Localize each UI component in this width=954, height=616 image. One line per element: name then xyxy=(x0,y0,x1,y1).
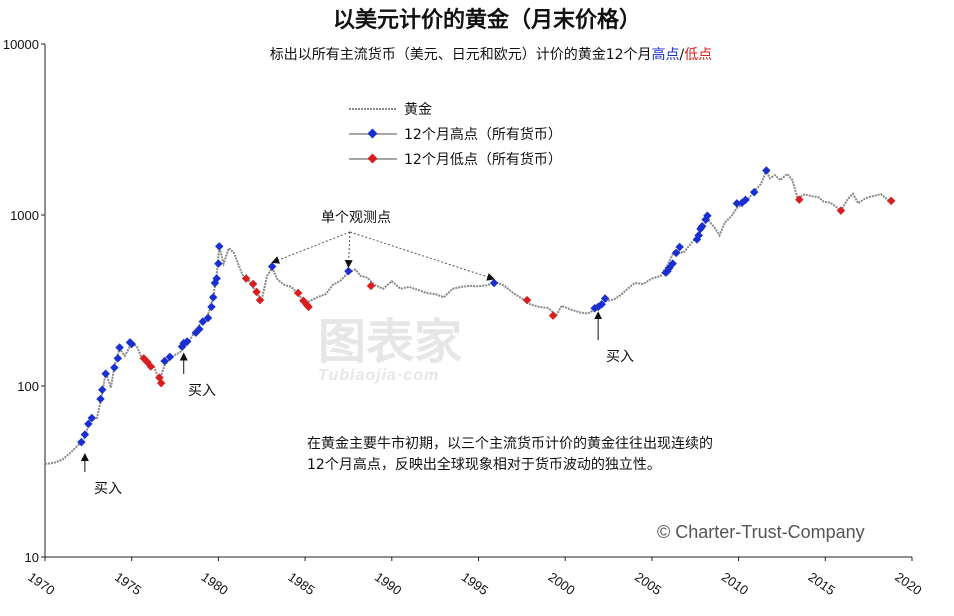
high-point-marker xyxy=(668,259,677,268)
high-point-marker xyxy=(84,419,93,429)
annotation-buy-1978: 买入 xyxy=(188,383,216,399)
high-point-marker xyxy=(80,430,90,439)
high-point-marker xyxy=(198,317,208,326)
low-point-marker xyxy=(548,311,558,320)
low-point-marker xyxy=(522,295,532,305)
high-point-marker xyxy=(182,337,192,346)
low-point-marker xyxy=(836,206,846,215)
high-point-marker xyxy=(97,385,107,395)
subtitle-slash: / xyxy=(680,47,685,63)
note-line-1: 在黄金主要牛市初期，以三个主流货币计价的黄金往往出现连续的 xyxy=(307,435,713,452)
x-ticks: 1970 1975 1980 1985 1990 1995 2000 2005 2010 2015… xyxy=(25,557,925,598)
legend-item-low: 12个月低点（所有货币） xyxy=(349,151,562,168)
copyright: © Charter-Trust-Company xyxy=(657,522,865,542)
high-point-marker xyxy=(101,369,110,378)
annotation-buy-1972: 买入 xyxy=(94,481,122,497)
chart-subtitle: 标出以所有主流货币（美元、日元和欧元）计价的黄金12个月高点/低点 xyxy=(270,46,713,63)
high-point-marker xyxy=(207,302,216,312)
high-point-marker xyxy=(113,354,123,363)
annotation-single-observation: 单个观测点 xyxy=(321,210,391,226)
high-point-marker xyxy=(110,363,119,372)
series-layer xyxy=(44,166,896,465)
low-point-marker xyxy=(293,288,303,298)
high-point-marker xyxy=(77,437,86,447)
high-point-marker xyxy=(214,259,223,268)
annotation-buy-2002: 买入 xyxy=(606,349,634,365)
legend: 黄金 12个月高点（所有货币） 12个月低点（所有货币） xyxy=(349,101,562,168)
annotations: 单个观测点 买入 买入 买入 xyxy=(80,210,634,497)
high-point-marker xyxy=(203,313,213,323)
high-point-marker xyxy=(597,300,606,309)
x-tick-label: 2000 xyxy=(545,569,577,598)
low-point-marker xyxy=(366,281,376,291)
high-point-marker xyxy=(115,343,124,352)
high-point-marker xyxy=(600,294,610,303)
high-point-marker xyxy=(87,413,97,423)
legend-low-label: 12个月低点（所有货币） xyxy=(404,151,562,168)
x-tick-label: 1990 xyxy=(372,569,404,598)
y-tick-label: 100 xyxy=(17,379,39,394)
legend-low-marker xyxy=(367,153,378,164)
subtitle-main: 标出以所有主流货币（美元、日元和欧元）计价的黄金12个月 xyxy=(270,46,652,63)
legend-item-gold: 黄金 xyxy=(349,101,432,118)
watermark: 图表家 Tubiaojia·com xyxy=(318,314,462,384)
note-line-2: 12个月高点，反映出全球现象相对于货币波动的独立性。 xyxy=(307,456,661,473)
x-tick-label: 1985 xyxy=(285,569,317,598)
legend-item-high: 12个月高点（所有货币） xyxy=(349,126,562,143)
note: 在黄金主要牛市初期，以三个主流货币计价的黄金往往出现连续的 12个月高点，反映出… xyxy=(307,435,713,473)
x-tick-label: 1995 xyxy=(459,569,491,598)
y-tick-label: 1000 xyxy=(10,208,39,223)
x-tick-label: 1975 xyxy=(112,569,144,598)
high-point-marker xyxy=(127,339,136,349)
low-point-marker xyxy=(248,279,258,289)
series-gold-line xyxy=(44,167,891,465)
y-ticks: 10 100 1000 10000 xyxy=(3,37,45,565)
low-point-marker xyxy=(304,302,313,312)
x-tick-label: 1980 xyxy=(199,569,231,598)
high-point-marker xyxy=(160,356,169,366)
low-point-marker xyxy=(241,274,251,283)
high-point-marker xyxy=(215,242,224,251)
legend-high-marker xyxy=(367,128,378,139)
x-tick-label: 1970 xyxy=(25,569,57,598)
single-observation-arrow xyxy=(344,231,353,269)
x-tick-label: 2020 xyxy=(892,569,924,598)
watermark-main: 图表家 xyxy=(318,314,462,370)
watermark-sub: Tubiaojia·com xyxy=(318,367,439,384)
axes: 10 100 1000 10000 1970 1975 1980 1985 1990 1995 2… xyxy=(3,37,925,598)
low-point-marker xyxy=(886,196,896,206)
single-observation-arrow xyxy=(349,231,496,281)
legend-high-label: 12个月高点（所有货币） xyxy=(404,126,562,143)
high-point-marker xyxy=(165,352,175,362)
high-point-marker xyxy=(762,166,771,175)
subtitle-low: 低点 xyxy=(684,47,712,63)
subtitle-high: 高点 xyxy=(652,46,680,63)
chart-title: 以美元计价的黄金（月末价格） xyxy=(333,7,641,33)
high-point-marker xyxy=(96,394,105,404)
x-tick-label: 2015 xyxy=(806,569,838,598)
high-point-marker xyxy=(212,274,221,283)
high-point-marker xyxy=(195,324,204,334)
single-observation-arrow xyxy=(271,231,351,264)
high-point-marker xyxy=(208,293,218,302)
high-point-marker xyxy=(489,278,499,288)
high-point-marker xyxy=(267,262,277,271)
y-tick-label: 10 xyxy=(25,550,39,565)
low-point-marker xyxy=(146,362,156,371)
y-tick-label: 10000 xyxy=(3,37,39,52)
low-point-marker xyxy=(255,295,265,305)
high-point-marker xyxy=(344,266,353,276)
x-tick-label: 2005 xyxy=(632,569,664,598)
low-point-marker xyxy=(252,287,261,297)
x-tick-label: 2010 xyxy=(719,569,751,598)
low-point-marker xyxy=(156,378,166,388)
legend-gold-label: 黄金 xyxy=(404,101,432,118)
